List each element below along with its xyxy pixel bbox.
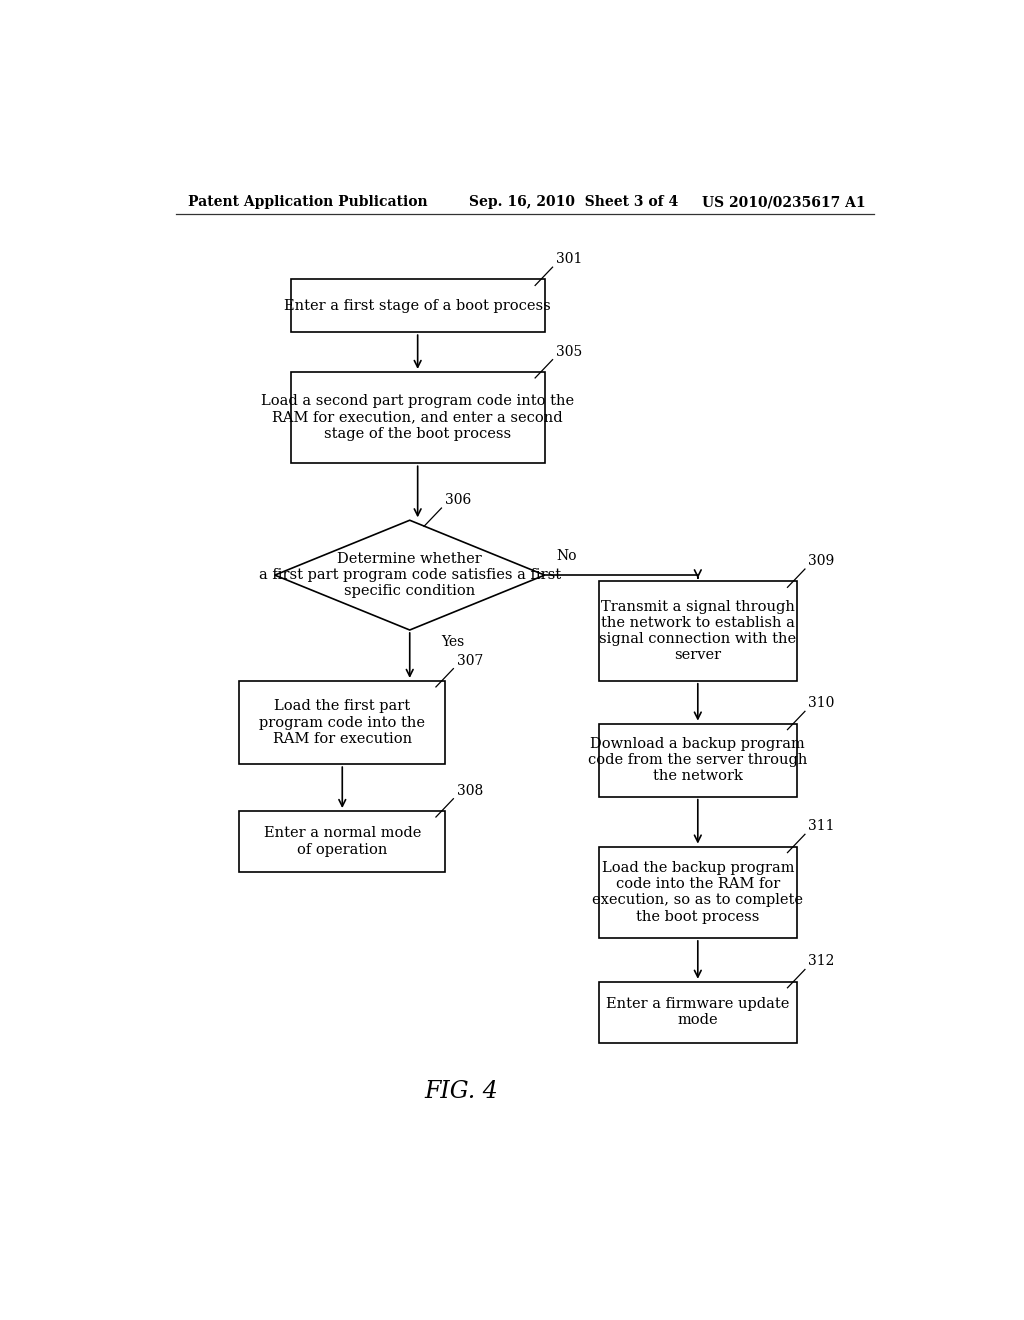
Text: 307: 307 bbox=[457, 653, 483, 668]
Text: 308: 308 bbox=[457, 784, 482, 797]
Text: 311: 311 bbox=[808, 820, 835, 833]
Text: FIG. 4: FIG. 4 bbox=[424, 1080, 499, 1104]
Text: Sep. 16, 2010  Sheet 3 of 4: Sep. 16, 2010 Sheet 3 of 4 bbox=[469, 195, 679, 209]
Text: US 2010/0235617 A1: US 2010/0235617 A1 bbox=[702, 195, 866, 209]
Text: Enter a firmware update
mode: Enter a firmware update mode bbox=[606, 997, 790, 1027]
Bar bbox=[291, 372, 545, 463]
Text: Transmit a signal through
the network to establish a
signal connection with the
: Transmit a signal through the network to… bbox=[599, 599, 797, 663]
Text: Download a backup program
code from the server through
the network: Download a backup program code from the … bbox=[588, 737, 808, 783]
Bar bbox=[599, 581, 797, 681]
Bar bbox=[599, 846, 797, 939]
Text: Load the backup program
code into the RAM for
execution, so as to complete
the b: Load the backup program code into the RA… bbox=[592, 861, 803, 924]
Text: No: No bbox=[557, 549, 578, 562]
Text: Enter a first stage of a boot process: Enter a first stage of a boot process bbox=[285, 298, 551, 313]
Text: Yes: Yes bbox=[441, 635, 465, 649]
Bar bbox=[599, 982, 797, 1043]
Text: 310: 310 bbox=[808, 697, 835, 710]
Text: Patent Application Publication: Patent Application Publication bbox=[187, 195, 427, 209]
Bar bbox=[291, 280, 545, 333]
Bar bbox=[240, 810, 445, 873]
Text: Load the first part
program code into the
RAM for execution: Load the first part program code into th… bbox=[259, 700, 425, 746]
Text: 301: 301 bbox=[556, 252, 582, 267]
Bar bbox=[240, 681, 445, 764]
Text: 305: 305 bbox=[556, 345, 582, 359]
Text: 309: 309 bbox=[808, 554, 835, 568]
Text: 312: 312 bbox=[808, 954, 835, 969]
Bar bbox=[599, 723, 797, 797]
Polygon shape bbox=[274, 520, 545, 630]
Text: Enter a normal mode
of operation: Enter a normal mode of operation bbox=[263, 826, 421, 857]
Text: Determine whether
a first part program code satisfies a first
specific condition: Determine whether a first part program c… bbox=[259, 552, 561, 598]
Text: 306: 306 bbox=[444, 494, 471, 507]
Text: Load a second part program code into the
RAM for execution, and enter a second
s: Load a second part program code into the… bbox=[261, 395, 574, 441]
